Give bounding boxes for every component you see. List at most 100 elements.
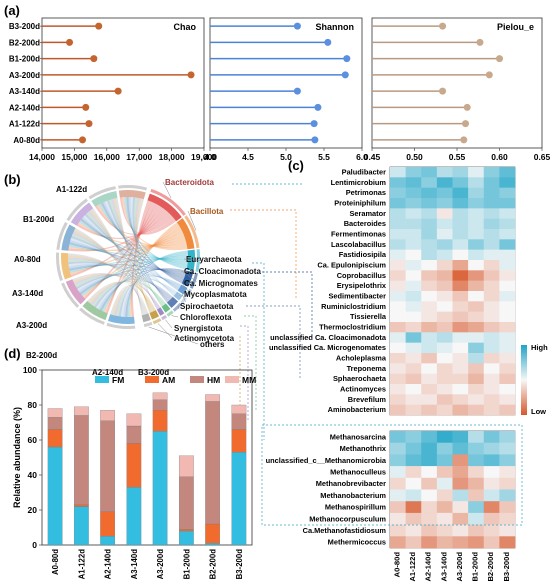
heatmap-top-cell (499, 229, 516, 240)
heatmap-bottom-cell (468, 466, 485, 479)
heatmap-top-cell (452, 342, 469, 354)
x-category-label: B3-200d (235, 549, 244, 580)
chord-ribbon (77, 222, 187, 247)
heatmap-bottom-cell (405, 477, 422, 490)
heatmap-top-cell (421, 353, 438, 364)
heatmap-top-row-label: Bacteroides (344, 219, 386, 228)
heatmap-top-cell (405, 229, 422, 240)
heatmap-top-cell (468, 260, 485, 271)
heatmap-bottom-cell (436, 454, 453, 467)
chord-sample-sector (61, 252, 72, 280)
stacked-bar-segment (152, 392, 168, 400)
chord-phylum-sector (149, 310, 160, 320)
heatmap-top-cell (483, 208, 500, 219)
lollipop-point (485, 71, 493, 79)
chord-ribbon (115, 197, 144, 316)
heatmap-top-cell (499, 167, 516, 178)
heatmap-bottom-row-label: unclassified_c__Methanomicrobia (266, 456, 387, 465)
panel-label-a: (a) (4, 3, 20, 18)
chord-ribbon (110, 285, 149, 315)
heatmap-top-cell (452, 404, 469, 416)
chord-leader (187, 210, 197, 231)
lollipop-point (343, 55, 351, 63)
chord-phylum-sector (147, 193, 182, 222)
heatmap-bottom-row-label: Methanocorpusculum (309, 514, 386, 523)
heatmap-top-cell (421, 270, 438, 281)
heatmap-top-row-label: Paludibacter (342, 167, 386, 176)
lollipop-title: Pielou_e (497, 22, 534, 32)
dashed-group-frame (261, 424, 523, 526)
heatmap-top-cell (405, 260, 422, 271)
heatmap-top-row-label: Tissierella (350, 312, 387, 321)
heatmap-bottom-cell (468, 512, 485, 525)
heatmap-top-cell (421, 363, 438, 374)
heatmap-top-cell (468, 177, 485, 188)
heatmap-top-cell (452, 280, 469, 292)
heatmap-top-cell (452, 291, 469, 302)
chord-sample-sector (91, 191, 118, 207)
chord-ribbon (86, 212, 164, 306)
heatmap-bottom-cell (390, 489, 406, 502)
heatmap-bottom-cell (390, 477, 406, 490)
heatmap-bottom-cell (499, 512, 516, 525)
stacked-bar-segment (152, 410, 168, 432)
heatmap-top-row-label: Sedimentibacter (328, 291, 386, 300)
chord-leader (177, 305, 180, 310)
heatmap-top-cell (483, 373, 500, 385)
heatmap-top-cell (452, 353, 469, 364)
heatmap-top-cell (421, 301, 438, 312)
chord-leader (181, 293, 186, 302)
heatmap-top-cell (483, 311, 500, 323)
chord-ribbon (72, 273, 147, 315)
heatmap-column-label: A0-80d (392, 552, 401, 578)
chord-phylum-ring (189, 272, 199, 289)
heatmap-bottom-cell (468, 477, 485, 490)
heatmap-bottom-cell (405, 431, 422, 443)
heatmap-top-cell (390, 404, 406, 416)
heatmap-top-cell (483, 198, 500, 209)
chord-sample-label: A0-80d (14, 255, 41, 264)
heatmap-top-cell (390, 384, 406, 395)
heatmap-bottom-cell (390, 442, 406, 455)
chord-sample-ring (55, 252, 63, 282)
panel-label-c: (c) (288, 158, 304, 173)
stacked-bar-segment (179, 530, 194, 546)
heatmap-top-cell (468, 291, 485, 302)
heatmap-top-cell (499, 301, 516, 312)
dashed-link (230, 209, 297, 300)
stacked-bar-segment (205, 543, 220, 546)
heatmap-top-cell (499, 187, 516, 199)
chord-ribbon (122, 197, 188, 251)
heatmap-bottom-cell (405, 442, 422, 455)
chord-sample-label: A2-140d (92, 368, 123, 377)
stacked-bar-segment (126, 413, 142, 427)
heatmap-legend-bar (521, 345, 527, 415)
x-tick-label: 16,000 (94, 152, 120, 162)
heatmap-top-row-label: Treponema (347, 364, 387, 373)
heatmap-column-label: A2-140d (424, 552, 433, 582)
heatmap-bottom-cell (436, 442, 453, 455)
stacked-bar-segment (47, 429, 63, 448)
chord-ribbon (83, 215, 175, 295)
heatmap-top-cell (499, 363, 516, 374)
heatmap-bottom-cell (405, 501, 422, 514)
heatmap-top-cell (436, 373, 453, 385)
x-tick-label: 17,000 (126, 152, 152, 162)
heatmap-bottom-row-label: Methanospirillum (325, 503, 387, 512)
chord-phylum-ring (185, 288, 192, 298)
heatmap-bottom-cell (405, 466, 422, 479)
heatmap-top-cell (436, 198, 453, 209)
heatmap-column-label: B2-200d (486, 552, 495, 582)
heatmap-top-cell (452, 394, 469, 405)
x-category-label: A3-200d (156, 549, 165, 580)
heatmap-bottom-cell (405, 536, 422, 549)
heatmap-top-cell (452, 239, 469, 250)
chord-sample-ring (88, 186, 116, 200)
chord-phylum-sector (176, 218, 195, 250)
heatmap-bottom-cell (421, 489, 438, 502)
chord-ribbon (94, 279, 173, 308)
heatmap-top-cell (499, 291, 516, 302)
x-category-label: A1-122d (77, 549, 86, 580)
x-tick-label: 0.45 (364, 152, 381, 162)
